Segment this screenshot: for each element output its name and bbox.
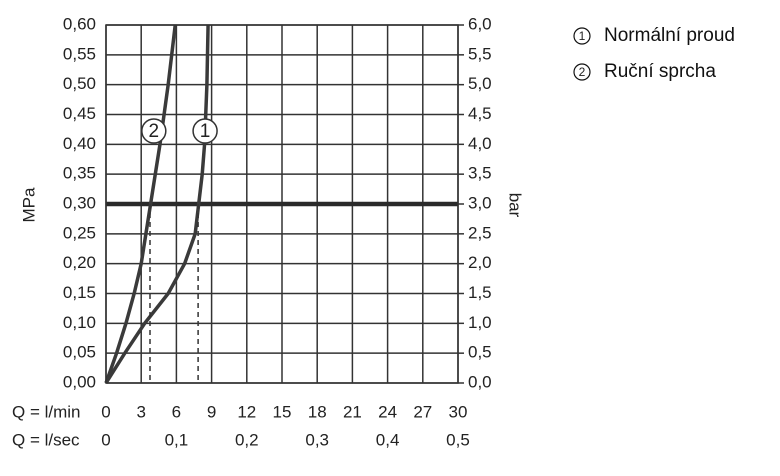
y-tick-label: 0,00 <box>63 372 96 391</box>
legend-badge <box>573 63 591 81</box>
y2-tick-label: 6,0 <box>468 14 492 33</box>
y2-tick-label: 1,5 <box>468 283 492 302</box>
y-tick-label: 0,25 <box>63 223 96 242</box>
y-tick-label: 0,45 <box>63 104 96 123</box>
x-tick-label: 0 <box>101 402 110 421</box>
plot-frame <box>105 24 459 384</box>
y2-tick-label: 1,0 <box>468 313 492 332</box>
y-tick-label: 0,05 <box>63 343 96 362</box>
legend-badge-label: 1 <box>579 29 586 43</box>
legend-label: Normální proud <box>604 25 735 46</box>
y2-tick-label: 3,5 <box>468 164 492 183</box>
x-tick-label: 9 <box>207 402 216 421</box>
x-tick-label: 18 <box>308 402 327 421</box>
y2-axis-label: bar <box>506 193 525 218</box>
legend-label: Ruční sprcha <box>604 61 716 82</box>
y-tick-label: 0,35 <box>63 164 96 183</box>
x-tick-label: 21 <box>343 402 362 421</box>
x-tick-label: 24 <box>378 402 397 421</box>
x-tick-label: 12 <box>237 402 256 421</box>
legend-badge <box>573 27 591 45</box>
y-tick-label: 0,10 <box>63 313 96 332</box>
x-tick-label: 27 <box>413 402 432 421</box>
y-tick-label: 0,55 <box>63 44 96 63</box>
x-axis-label: Q = l/min <box>12 402 81 421</box>
x2-tick-label: 0,1 <box>165 430 189 449</box>
y-tick-label: 0,15 <box>63 283 96 302</box>
y-tick-label: 0,50 <box>63 74 96 93</box>
y2-tick-label: 0,0 <box>468 372 492 391</box>
y2-tick-label: 2,0 <box>468 253 492 272</box>
y2-tick-label: 0,5 <box>468 343 492 362</box>
x2-tick-label: 0,4 <box>376 430 400 449</box>
y2-tick-label: 3,0 <box>468 193 492 212</box>
y-tick-label: 0,30 <box>63 193 96 212</box>
x-tick-label: 3 <box>136 402 145 421</box>
x-tick-label: 6 <box>172 402 181 421</box>
y2-tick-label: 2,5 <box>468 223 492 242</box>
y-tick-label: 0,20 <box>63 253 96 272</box>
y2-tick-label: 5,0 <box>468 74 492 93</box>
y-axis-label: MPa <box>19 187 38 223</box>
x2-tick-label: 0 <box>101 430 110 449</box>
y-tick-label: 0,60 <box>63 14 96 33</box>
x2-axis-label: Q = l/sec <box>12 430 80 449</box>
y2-tick-label: 5,5 <box>468 44 492 63</box>
x2-tick-label: 0,3 <box>305 430 329 449</box>
y2-tick-label: 4,5 <box>468 104 492 123</box>
x2-tick-label: 0,5 <box>446 430 470 449</box>
x2-tick-label: 0,2 <box>235 430 259 449</box>
legend-badge-label: 2 <box>579 65 586 79</box>
x-tick-label: 30 <box>449 402 468 421</box>
curve-badge <box>141 118 167 144</box>
y2-tick-label: 4,0 <box>468 134 492 153</box>
curve-badge-label: 1 <box>200 121 211 142</box>
y-tick-label: 0,40 <box>63 134 96 153</box>
curve-badge <box>192 118 218 144</box>
curve-badge-label: 2 <box>149 121 160 142</box>
x-tick-label: 15 <box>273 402 292 421</box>
